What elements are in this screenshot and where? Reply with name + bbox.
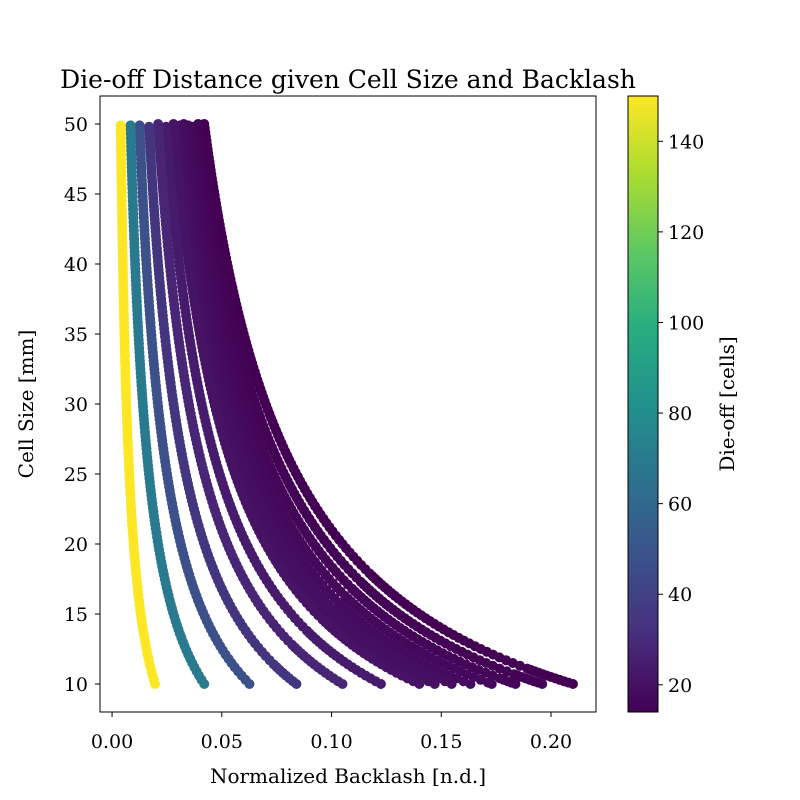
series-dieoff-150	[115, 120, 161, 689]
x-tick-label: 0.20	[530, 731, 572, 753]
data-point	[144, 121, 155, 132]
data-point	[153, 119, 164, 129]
series-dieoff-28	[153, 119, 348, 689]
x-axis: 0.00 0.05 0.10 0.15 0.20	[91, 712, 572, 753]
y-tick-label: 10	[64, 674, 88, 696]
series-dieoff-35	[144, 121, 302, 689]
series-dieoff-21	[168, 119, 425, 689]
data-point	[115, 120, 126, 131]
y-tick-label: 20	[64, 534, 88, 556]
series-dieoff-70	[125, 120, 210, 689]
y-tick-label: 40	[64, 254, 88, 276]
y-tick-label: 45	[64, 184, 88, 206]
y-tick-label: 35	[64, 324, 88, 346]
colorbar-ticks: 20 40 60 80 100 120 140	[658, 131, 704, 697]
x-tick-label: 0.05	[201, 731, 243, 753]
data-point	[125, 120, 136, 131]
y-tick-label: 25	[64, 464, 88, 486]
y-axis-label: Cell Size [mm]	[14, 330, 38, 479]
data-point	[161, 121, 172, 132]
y-tick-label: 30	[64, 394, 88, 416]
colorbar-tick-label: 80	[668, 403, 692, 425]
x-tick-label: 0.00	[91, 731, 133, 753]
colorbar-label: Die-off [cells]	[715, 336, 739, 471]
y-tick-label: 15	[64, 604, 88, 626]
series-dieoff-24	[161, 121, 386, 689]
y-axis: 10 15 20 25 30 35 40 45 50	[64, 114, 100, 696]
scatter-points	[115, 119, 578, 689]
colorbar-tick-label: 40	[668, 584, 692, 606]
chart-title: Die-off Distance given Cell Size and Bac…	[60, 65, 636, 94]
colorbar-tick-label: 120	[668, 222, 704, 244]
colorbar-tick-label: 100	[668, 312, 704, 334]
series-dieoff-14	[199, 119, 578, 689]
colorbar-tick-label: 60	[668, 494, 692, 516]
data-point	[134, 120, 145, 131]
colorbar	[627, 95, 659, 713]
colorbar-tick-label: 20	[668, 675, 692, 697]
colorbar-tick-label: 140	[668, 131, 704, 153]
y-tick-label: 50	[64, 114, 88, 136]
x-tick-label: 0.15	[420, 731, 462, 753]
series-dieoff-47	[134, 120, 255, 689]
x-axis-label: Normalized Backlash [n.d.]	[210, 764, 486, 788]
x-tick-label: 0.10	[310, 731, 352, 753]
